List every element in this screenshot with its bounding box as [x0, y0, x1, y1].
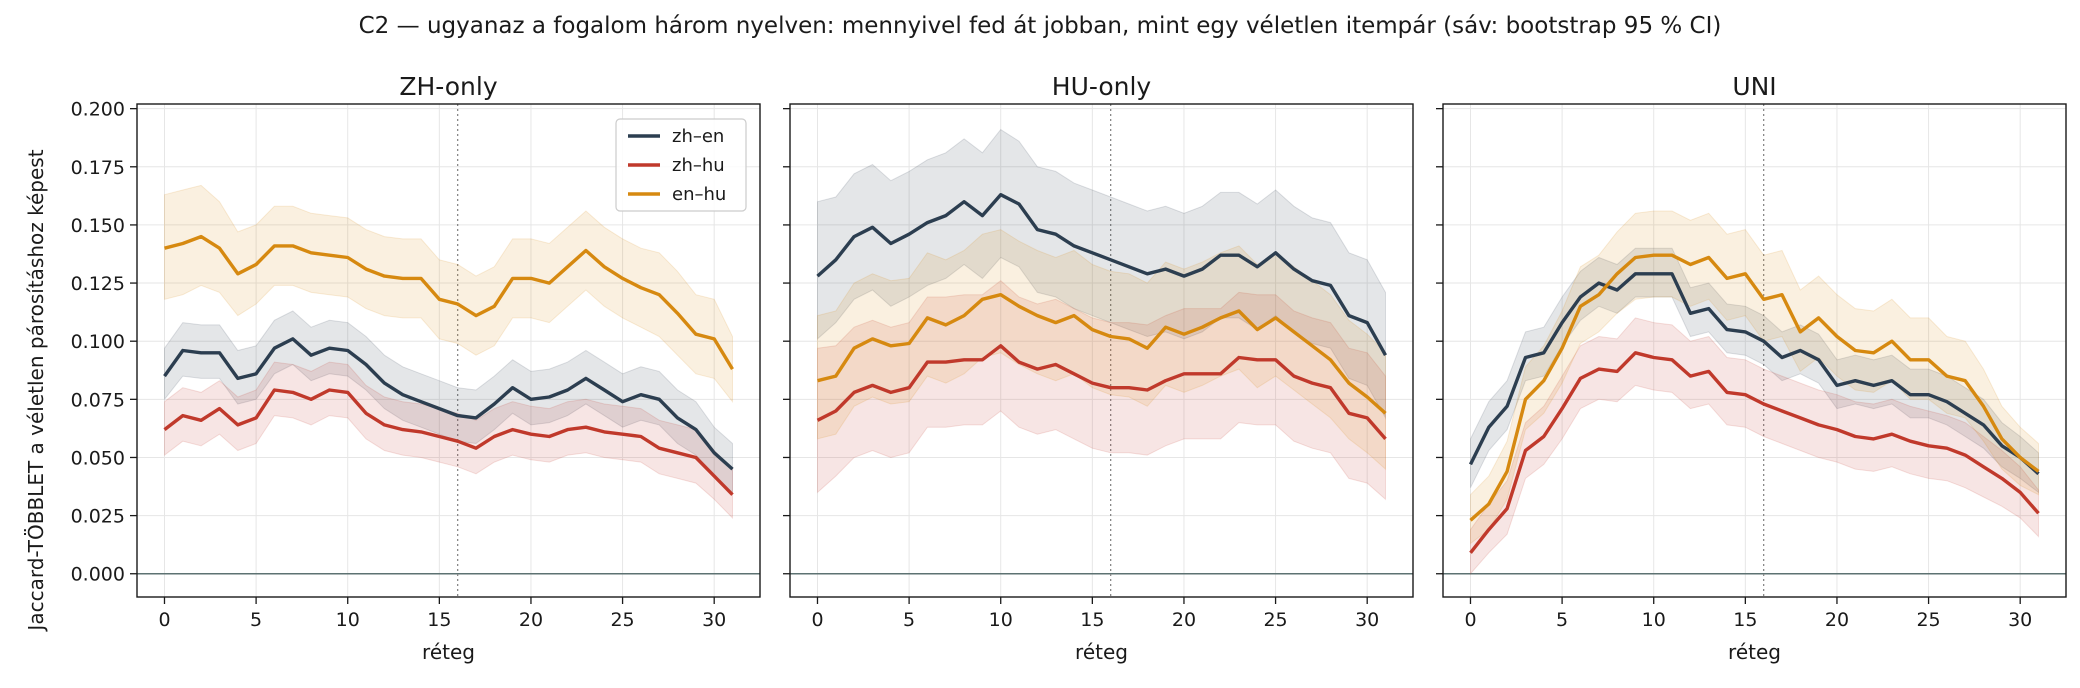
x-tick-label: 25	[610, 609, 634, 631]
x-tick-label: 10	[336, 609, 360, 631]
series-line-zh-hu	[1469, 351, 2040, 554]
x-tick-label: 0	[811, 609, 823, 631]
series-line-en-hu	[164, 234, 734, 370]
y-tick-label: 0.100	[71, 331, 125, 353]
ci-band-zh-hu	[1470, 317, 2039, 576]
series-line-en-hu	[817, 293, 1387, 415]
x-axis-label: réteg	[422, 640, 475, 664]
series-line-zh-hu	[816, 344, 1387, 441]
panel-title: ZH-only	[399, 72, 497, 101]
y-axis-label: Jaccard-TÖBBLET a véletlen párosításhoz …	[24, 149, 48, 632]
panel-title: UNI	[1732, 72, 1776, 101]
ci-band-en-hu	[817, 229, 1386, 471]
x-tick-label: 25	[1263, 609, 1287, 631]
x-tick-label: 15	[1733, 609, 1757, 631]
x-tick-label: 30	[2008, 609, 2032, 631]
ci-band-en-hu	[164, 184, 733, 404]
series-line-zh-en	[163, 337, 734, 471]
panel-0: 0 5 10 15 20 25 30 0.000 0.025 0.050 0.075 0.100 0.1…	[71, 72, 761, 664]
legend-label-zh-hu: zh–hu	[672, 155, 725, 176]
ci-band-zh-hu	[817, 280, 1386, 501]
x-tick-label: 20	[1825, 609, 1849, 631]
legend-box	[615, 118, 747, 212]
x-axis-label: réteg	[1075, 640, 1128, 664]
y-tick-label: 0.075	[71, 389, 125, 411]
series-line-zh-en	[816, 192, 1387, 357]
x-tick-label: 25	[1916, 609, 1940, 631]
y-tick-label: 0.150	[71, 215, 125, 237]
x-tick-label: 30	[702, 609, 726, 631]
x-tick-label: 5	[250, 609, 262, 631]
y-tick-label: 0.000	[71, 564, 125, 586]
figure-title: C2 — ugyanaz a fogalom három nyelven: me…	[359, 13, 1722, 39]
x-tick-label: 0	[1464, 609, 1476, 631]
x-tick-label: 30	[1355, 609, 1379, 631]
x-tick-label: 20	[1172, 609, 1196, 631]
series-line-zh-en	[1468, 272, 2040, 476]
ci-band-zh-en	[817, 128, 1386, 420]
plot-frame	[136, 103, 761, 598]
series-line-zh-hu	[163, 388, 734, 496]
y-tick-label: 0.025	[71, 506, 125, 528]
x-tick-label: 15	[1080, 609, 1104, 631]
x-tick-label: 5	[903, 609, 915, 631]
legend-label-zh-en: zh–en	[672, 126, 724, 147]
y-tick-label: 0.175	[71, 157, 125, 179]
y-tick-label: 0.200	[71, 99, 125, 121]
ci-band-en-hu	[1470, 210, 2039, 545]
plot-frame	[789, 103, 1414, 598]
x-axis-label: réteg	[1728, 640, 1781, 664]
x-tick-label: 0	[158, 609, 170, 631]
x-tick-label: 15	[427, 609, 451, 631]
y-tick-label: 0.125	[71, 273, 125, 295]
panel-2: 0 5 10 15 20 25 30 UNI réteg	[1436, 72, 2067, 664]
legend: zh–en zh–hu en–hu	[615, 118, 747, 212]
x-tick-label: 10	[989, 609, 1013, 631]
y-tick-label: 0.050	[71, 447, 125, 469]
x-tick-label: 5	[1556, 609, 1568, 631]
panel-1: 0 5 10 15 20 25 30 HU-only réteg	[783, 72, 1414, 664]
panel-title: HU-only	[1052, 72, 1152, 101]
plot-frame	[1442, 103, 2067, 598]
x-tick-label: 20	[519, 609, 543, 631]
ci-band-zh-en	[1470, 247, 2039, 494]
legend-label-en-hu: en–hu	[672, 184, 726, 205]
x-tick-label: 10	[1642, 609, 1666, 631]
panels: 0 5 10 15 20 25 30 0.000 0.025 0.050 0.075 0.100 0.1…	[71, 72, 2067, 664]
series-line-en-hu	[1469, 253, 2040, 522]
